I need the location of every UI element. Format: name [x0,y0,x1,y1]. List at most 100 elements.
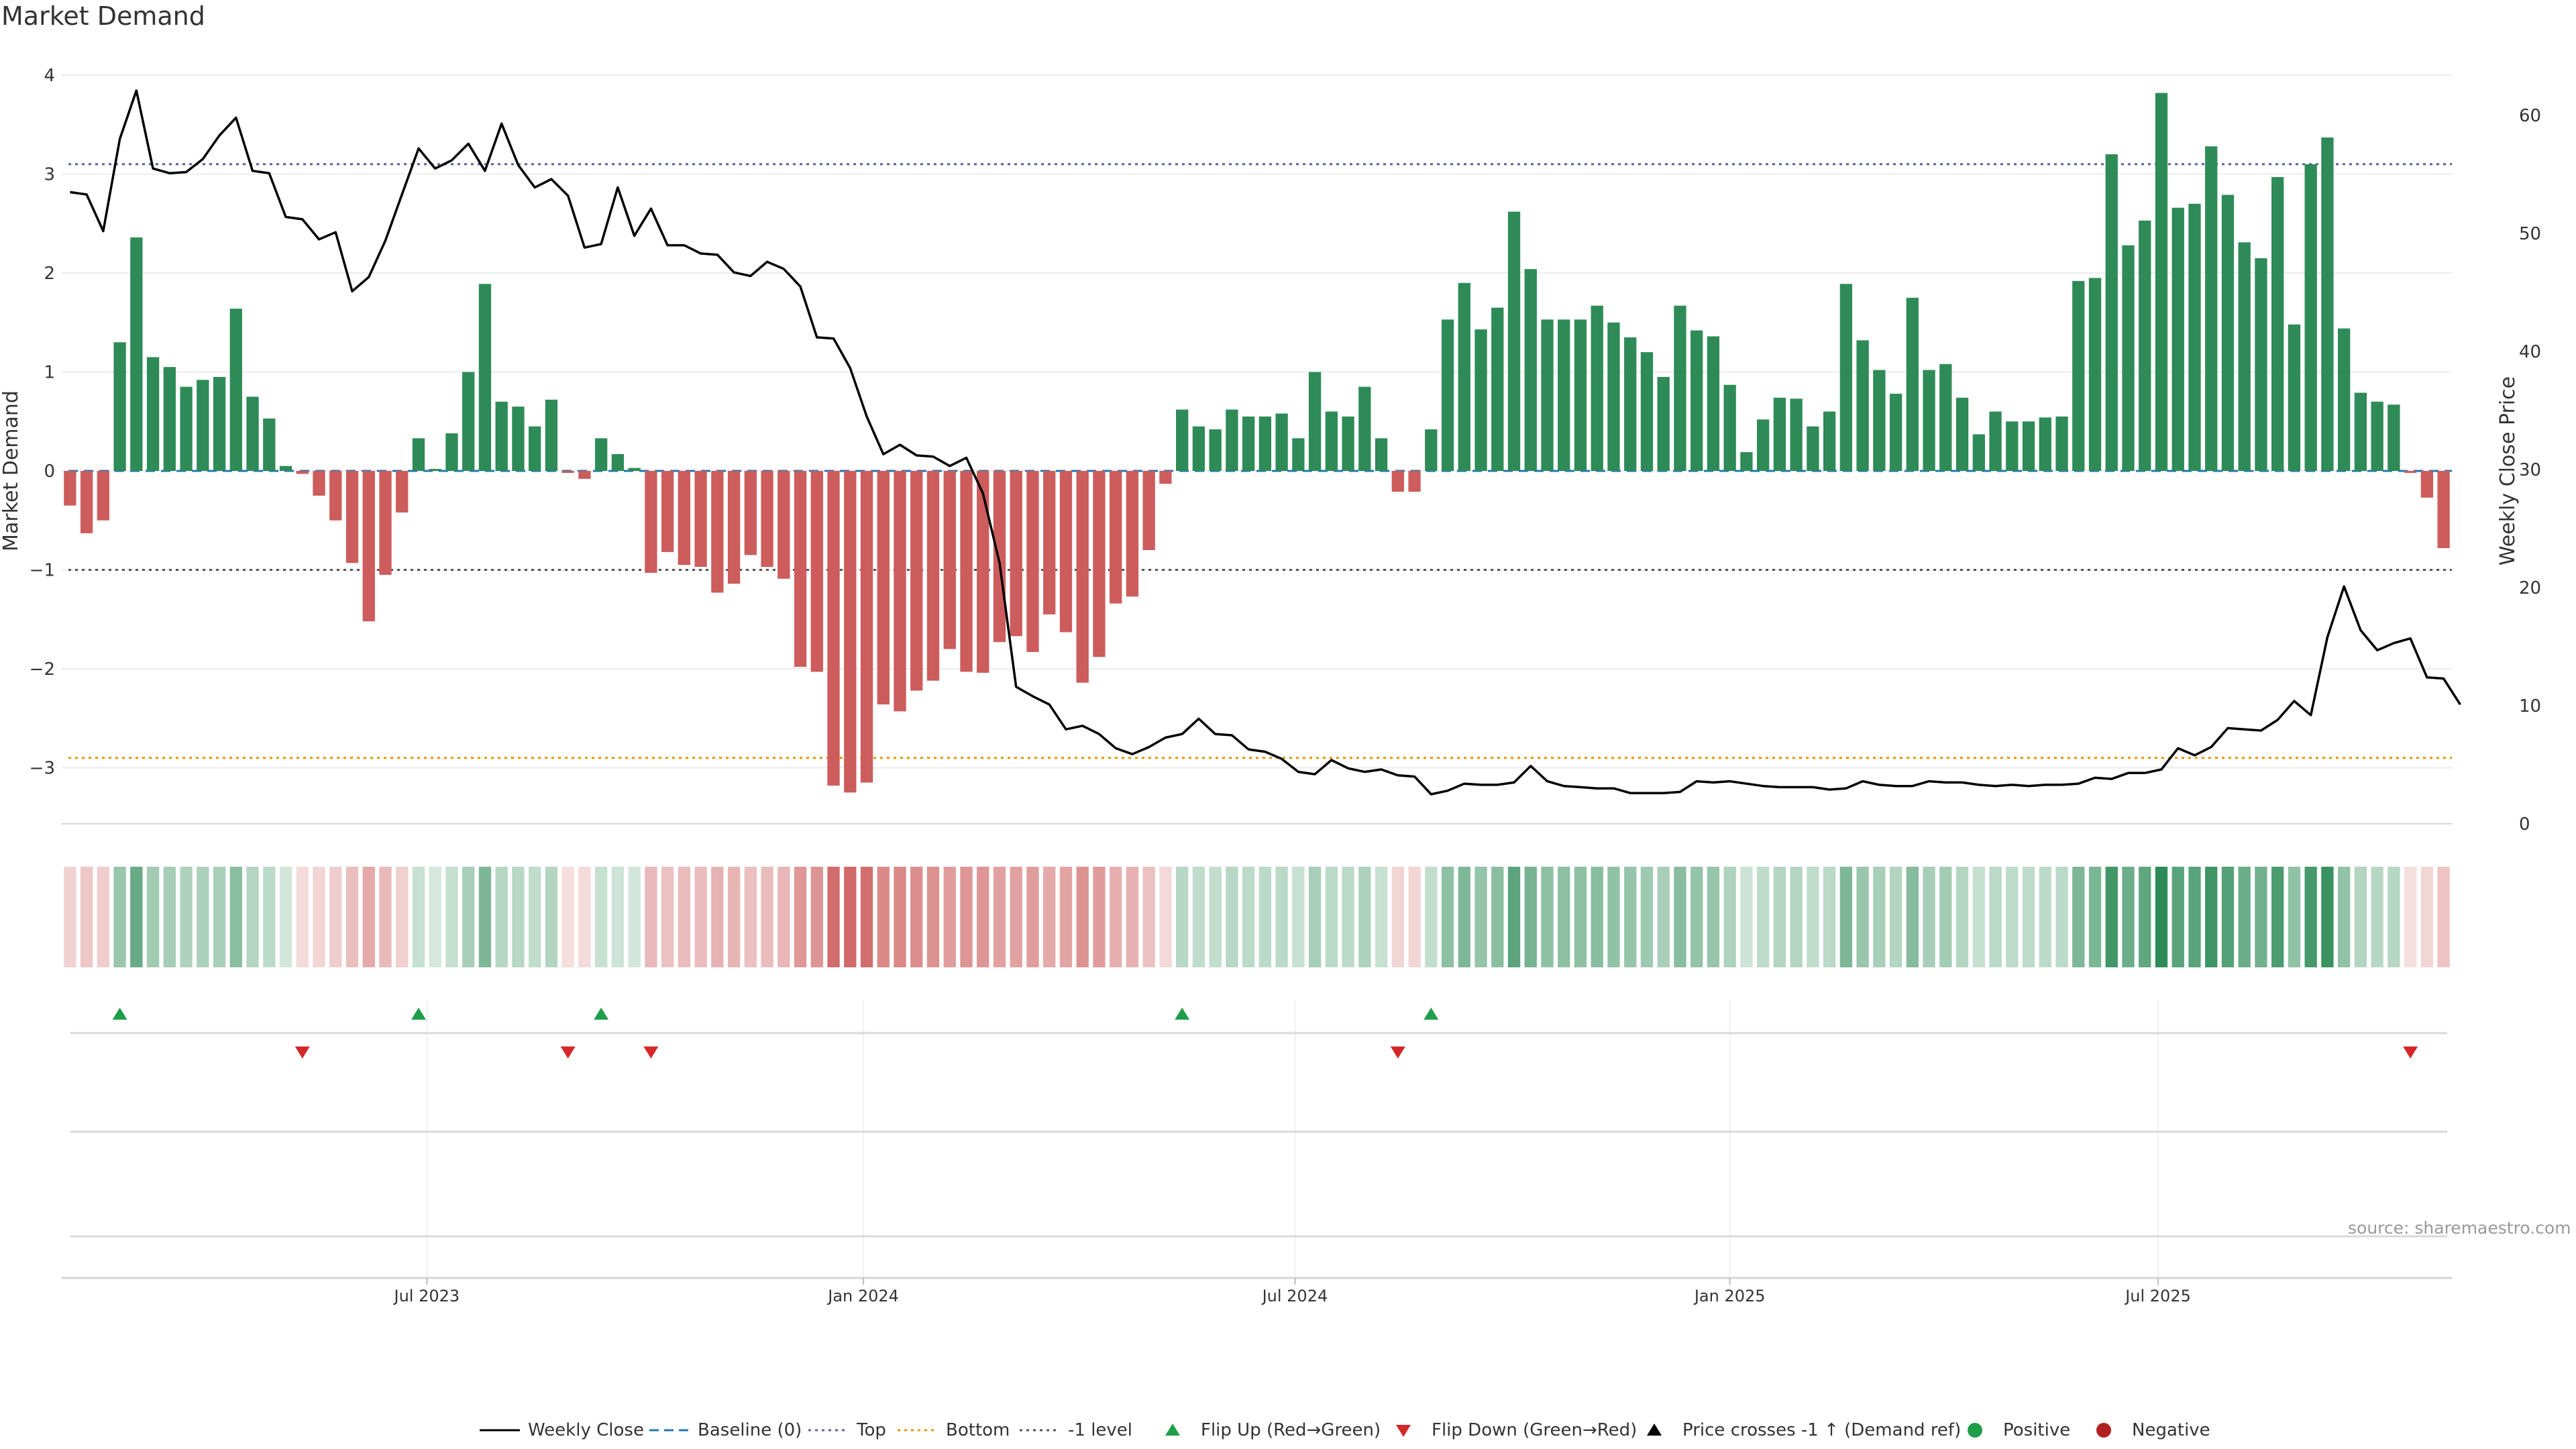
demand-bar [412,438,425,471]
demand-bar [80,471,93,533]
demand-bar [1076,471,1089,683]
strip-cell [2338,867,2351,967]
legend-item: Weekly Close [480,1415,644,1445]
strip-cell [1192,867,1205,967]
flip-down-marker [2403,1046,2418,1059]
demand-bar [1773,397,1786,471]
strip-cell [180,867,193,967]
demand-bar [2371,401,2383,471]
demand-bar [1325,411,1338,471]
demand-bar [1955,397,1969,471]
y2-tick-label: 60 [2519,106,2541,126]
demand-bar [512,407,525,471]
demand-bar [1923,370,1935,471]
strip-cell [362,867,375,967]
x-tick-label: Jul 2023 [393,1287,460,1305]
y-tick-label: −2 [30,659,55,680]
demand-bar [1159,471,1172,484]
strip-cell [611,867,625,967]
strip-cell [2171,867,2184,967]
strip-cell [645,867,657,967]
demand-bar [2022,421,2035,471]
demand-bar [2055,416,2068,471]
demand-bar [1391,471,1404,492]
strip-cell [1325,867,1338,967]
y-tick-label: 1 [44,363,55,383]
legend-label: Flip Up (Red→Green) [1201,1420,1381,1440]
strip-cell [2437,867,2450,967]
x-tick-label: Jul 2025 [2124,1287,2191,1305]
demand-bar [1142,471,1155,550]
legend-label: Bottom [946,1420,1010,1440]
demand-bar [478,284,492,471]
demand-bar [1358,386,1371,471]
strip-cell [529,867,541,967]
demand-bar [1640,352,1654,471]
strip-cell [329,867,342,967]
strip-cell [678,867,691,967]
demand-bar [495,401,508,471]
demand-bar [1790,398,1803,471]
demand-bar [529,426,541,471]
strip-cell [1955,867,1969,967]
demand-bar [1474,329,1487,471]
demand-bar [1209,429,1222,471]
demand-bar [2387,405,2400,471]
strip-cell [1839,867,1853,967]
demand-bar [810,471,823,672]
demand-bar [379,471,392,575]
demand-bar [661,471,674,552]
demand-bar [1624,337,1637,471]
strip-cell [263,867,276,967]
strip-cell [1740,867,1753,967]
strip-cell [1142,867,1155,967]
legend-item: Flip Down (Green→Red) [1383,1415,1637,1445]
strip-cell [1491,867,1504,967]
demand-bar [462,372,475,471]
legend-label: Negative [2132,1420,2210,1440]
strip-cell [80,867,93,967]
strip-cell [1640,867,1654,967]
strip-cell [296,867,309,967]
strip-cell [2139,867,2151,967]
legend-symbol [2096,1423,2111,1438]
weekly-close-line [70,89,2461,796]
demand-bar [1839,284,1853,471]
demand-bar [2321,137,2334,472]
legend-label: Weekly Close [528,1420,644,1440]
demand-bar [2171,207,2184,471]
demand-bar [2304,164,2317,471]
demand-bar [2205,146,2218,471]
demand-bar [711,471,724,593]
strip-cell [545,867,558,967]
strip-cell [2255,867,2267,967]
demand-bar [611,453,625,471]
strip-cell [1657,867,1670,967]
demand-bar [429,469,441,471]
flip-down-marker [294,1046,310,1059]
strip-cell [1076,867,1089,967]
strip-cell [1010,867,1022,967]
legend-item: Flip Up (Red→Green) [1152,1415,1381,1445]
demand-bar [2139,220,2151,471]
demand-bar [727,471,741,584]
y-tick-label: 3 [44,165,55,185]
demand-bar [445,433,458,471]
demand-bar [2221,195,2235,471]
demand-bar [2155,93,2168,472]
strip-cell [1159,867,1172,967]
demand-bar [1192,426,1205,471]
strip-cell [977,867,989,967]
demand-color-strip [64,867,2450,967]
y2-tick-label: 40 [2519,342,2541,362]
strip-cell [512,867,525,967]
strip-cell [1558,867,1570,967]
y2-tick-label: 50 [2519,224,2541,244]
demand-bar [1757,419,1770,471]
demand-bar [2338,328,2351,471]
strip-cell [1059,867,1073,967]
demand-bar [777,471,790,579]
demand-bar [2288,324,2301,471]
strip-cell [894,867,906,967]
